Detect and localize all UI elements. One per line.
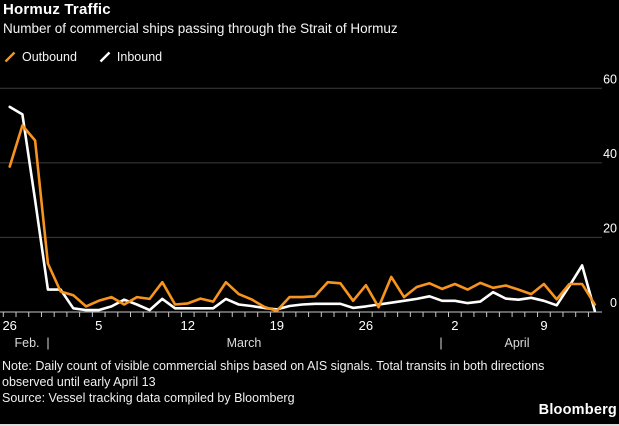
x-tick-label-19: 19 (270, 318, 284, 333)
note-line-1: Note: Daily count of visible commercial … (2, 359, 545, 373)
legend-item-outbound: Outbound (4, 50, 77, 64)
y-tick-label-0: 0 (610, 296, 617, 310)
x-tick-label-12: 12 (181, 318, 195, 333)
outbound-slash-icon (4, 51, 16, 63)
chart-legend: Outbound Inbound (4, 50, 162, 64)
chart-footnote: Note: Daily count of visible commercial … (2, 358, 617, 406)
inbound-slash-icon (99, 51, 111, 63)
legend-label-outbound: Outbound (22, 50, 77, 64)
month-label-April: April (504, 336, 529, 350)
note-line-2: observed until early April 13 (2, 375, 156, 389)
x-tick-label-26: 26 (359, 318, 373, 333)
month-label-Feb: Feb. (14, 336, 39, 350)
x-tick-label-9: 9 (540, 318, 547, 333)
traffic-chart: 0 20 40 60 26 5 12 19 26 2 9 Feb. | March | April (0, 72, 617, 350)
month-label-March: March (227, 336, 262, 350)
bloomberg-logo: Bloomberg (538, 402, 617, 418)
page-title: Hormuz Traffic (3, 1, 111, 18)
x-tick-label-2: 2 (451, 318, 458, 333)
series-line-outbound (8, 124, 597, 313)
month-separator: | (439, 336, 442, 350)
x-tick-label-5: 5 (95, 318, 102, 333)
y-tick-label-40: 40 (603, 147, 617, 161)
legend-label-inbound: Inbound (116, 50, 163, 64)
month-separator: | (46, 336, 49, 350)
x-tick-label-26: 26 (2, 318, 16, 333)
y-tick-label-20: 20 (603, 221, 617, 235)
legend-item-inbound: Inbound (99, 50, 162, 64)
series-line-inbound (8, 105, 597, 313)
chart-subtitle: Number of commercial ships passing throu… (3, 21, 398, 36)
y-tick-label-60: 60 (603, 72, 617, 86)
source-line: Source: Vessel tracking data compiled by… (2, 391, 295, 405)
plot-area: 0 20 40 60 26 5 12 19 26 2 9 Feb. | March | April (0, 68, 619, 352)
